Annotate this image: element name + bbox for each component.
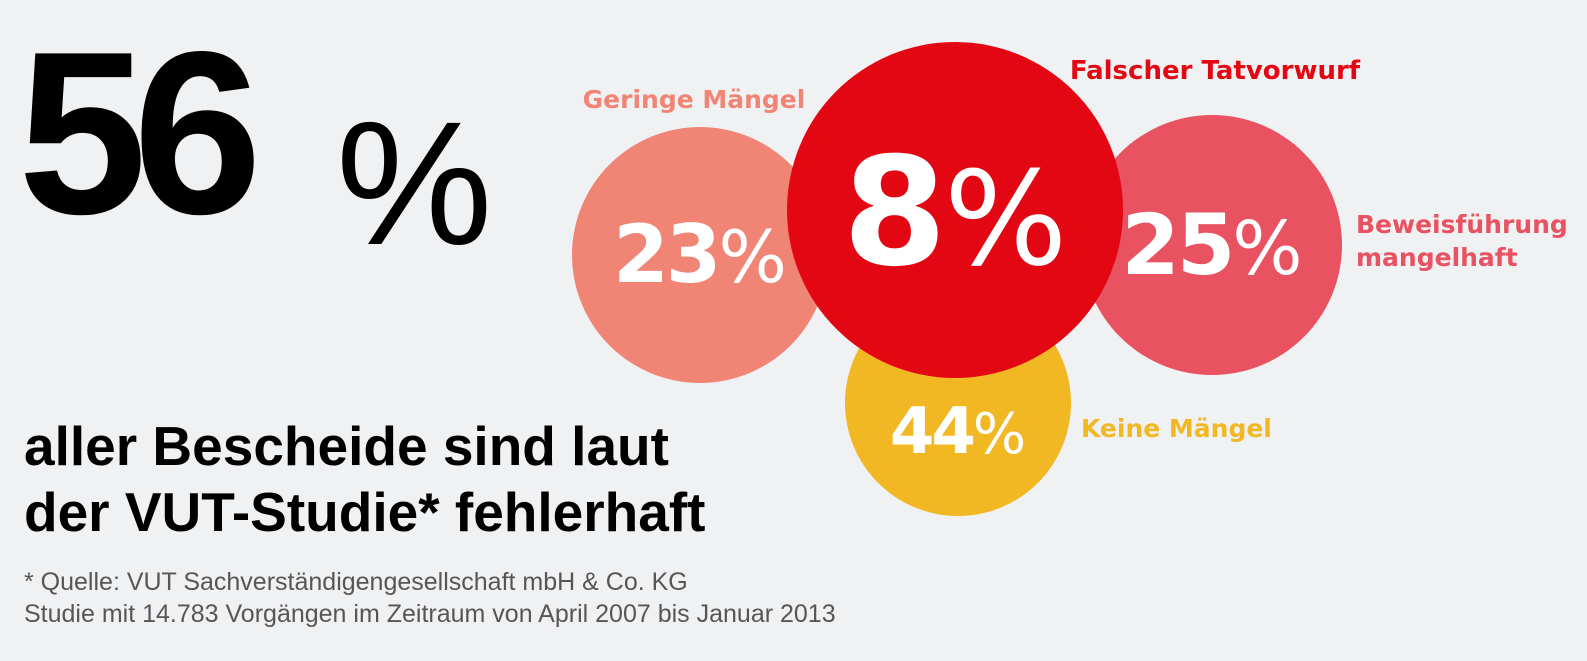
headline-caption-line-1: aller Bescheide sind laut <box>24 415 669 477</box>
source-note-line-2: Studie mit 14.783 Vorgängen im Zeitraum … <box>24 600 836 628</box>
headline-percent-sign: % <box>336 86 493 282</box>
category-label-falscher-tatvorwurf: Falscher Tatvorwurf <box>1070 56 1361 86</box>
category-label-geringe-mängel: Geringe Mängel <box>583 85 806 114</box>
value-label-keine-mängel: 44% <box>890 395 1026 469</box>
value-label-falscher-tatvorwurf: 8% <box>843 126 1068 300</box>
bubble-falscher-tatvorwurf <box>787 42 1123 378</box>
headline-value: 56 <box>18 4 262 263</box>
source-note: * Quelle: VUT Sachverständigengesellscha… <box>24 566 984 630</box>
bubble-beweisführung-mangelhaft <box>1082 115 1342 375</box>
headline-percentage: 56 % <box>18 4 538 273</box>
source-note-line-1: * Quelle: VUT Sachverständigengesellscha… <box>24 568 688 596</box>
headline-caption-line-2: der VUT-Studie* fehlerhaft <box>24 481 706 543</box>
bubble-geringe-mängel <box>572 127 828 383</box>
category-label-keine-mängel: Keine Mängel <box>1081 414 1272 443</box>
value-label-geringe-mängel: 23% <box>613 208 787 301</box>
value-label-beweisführung-mangelhaft: 25% <box>1121 196 1302 294</box>
headline-caption: aller Bescheide sind laut der VUT-Studie… <box>24 413 824 545</box>
category-label-beweisführung-mangelhaft: Beweisführung mangelhaft <box>1356 210 1568 272</box>
